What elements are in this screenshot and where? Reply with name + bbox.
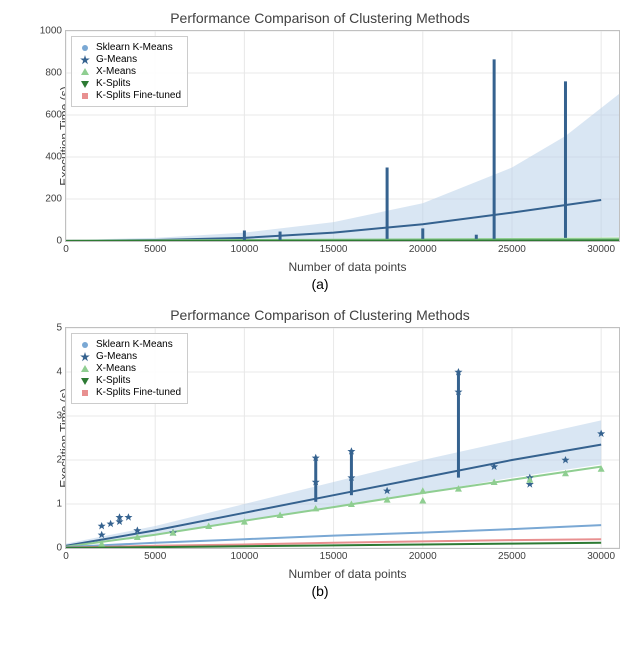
- legend-item: X-Means: [78, 363, 181, 374]
- chart-a: Performance Comparison of Clustering Met…: [10, 10, 630, 292]
- legend-item: G-Means: [78, 54, 181, 65]
- y-tick: 200: [45, 194, 62, 205]
- legend-label: K-Splits Fine-tuned: [96, 90, 181, 101]
- legend-label: K-Splits: [96, 78, 130, 89]
- y-tick: 600: [45, 110, 62, 121]
- legend-item: K-Splits Fine-tuned: [78, 90, 181, 101]
- legend-marker-icon: [78, 364, 92, 374]
- y-tick: 400: [45, 152, 62, 163]
- y-tick: 1: [56, 499, 62, 510]
- legend-label: Sklearn K-Means: [96, 339, 173, 350]
- legend-marker-icon: [78, 352, 92, 362]
- legend-marker-icon: [78, 79, 92, 89]
- y-tick: 5: [56, 323, 62, 334]
- legend-marker-icon: [78, 67, 92, 77]
- legend-label: K-Splits: [96, 375, 130, 386]
- chart-b-plot: Sklearn K-MeansG-MeansX-MeansK-SplitsK-S…: [65, 327, 620, 549]
- chart-b-subcaption: (b): [10, 583, 630, 599]
- x-tick: 0: [63, 551, 69, 562]
- legend-label: K-Splits Fine-tuned: [96, 387, 181, 398]
- legend-item: X-Means: [78, 66, 181, 77]
- x-tick: 5000: [144, 244, 166, 255]
- chart-b-legend: Sklearn K-MeansG-MeansX-MeansK-SplitsK-S…: [71, 333, 188, 404]
- legend-label: G-Means: [96, 54, 137, 65]
- y-tick: 1000: [40, 26, 62, 37]
- legend-marker-icon: [78, 55, 92, 65]
- legend-marker-icon: [78, 91, 92, 101]
- legend-marker-icon: [78, 43, 92, 53]
- x-tick: 5000: [144, 551, 166, 562]
- chart-a-legend: Sklearn K-MeansG-MeansX-MeansK-SplitsK-S…: [71, 36, 188, 107]
- chart-b: Performance Comparison of Clustering Met…: [10, 307, 630, 599]
- legend-label: X-Means: [96, 66, 136, 77]
- y-tick: 2: [56, 455, 62, 466]
- chart-a-plot: Sklearn K-MeansG-MeansX-MeansK-SplitsK-S…: [65, 30, 620, 242]
- chart-b-xlabel: Number of data points: [65, 567, 630, 581]
- x-tick: 15000: [320, 551, 348, 562]
- legend-item: K-Splits: [78, 78, 181, 89]
- legend-label: Sklearn K-Means: [96, 42, 173, 53]
- y-tick: 4: [56, 367, 62, 378]
- x-tick: 30000: [587, 244, 615, 255]
- chart-a-subcaption: (a): [10, 276, 630, 292]
- x-tick: 10000: [230, 244, 258, 255]
- y-tick: 800: [45, 68, 62, 79]
- x-tick: 0: [63, 244, 69, 255]
- legend-item: Sklearn K-Means: [78, 42, 181, 53]
- chart-a-xlabel: Number of data points: [65, 260, 630, 274]
- x-tick: 10000: [230, 551, 258, 562]
- x-tick: 30000: [587, 551, 615, 562]
- chart-b-title: Performance Comparison of Clustering Met…: [10, 307, 630, 323]
- chart-a-title: Performance Comparison of Clustering Met…: [10, 10, 630, 26]
- x-tick: 15000: [320, 244, 348, 255]
- y-tick: 0: [56, 236, 62, 247]
- legend-label: G-Means: [96, 351, 137, 362]
- x-tick: 20000: [409, 551, 437, 562]
- legend-marker-icon: [78, 376, 92, 386]
- y-tick: 0: [56, 543, 62, 554]
- x-tick: 20000: [409, 244, 437, 255]
- legend-item: K-Splits: [78, 375, 181, 386]
- x-tick: 25000: [498, 551, 526, 562]
- legend-marker-icon: [78, 340, 92, 350]
- legend-item: Sklearn K-Means: [78, 339, 181, 350]
- y-tick: 3: [56, 411, 62, 422]
- legend-label: X-Means: [96, 363, 136, 374]
- legend-item: G-Means: [78, 351, 181, 362]
- legend-item: K-Splits Fine-tuned: [78, 387, 181, 398]
- x-tick: 25000: [498, 244, 526, 255]
- legend-marker-icon: [78, 388, 92, 398]
